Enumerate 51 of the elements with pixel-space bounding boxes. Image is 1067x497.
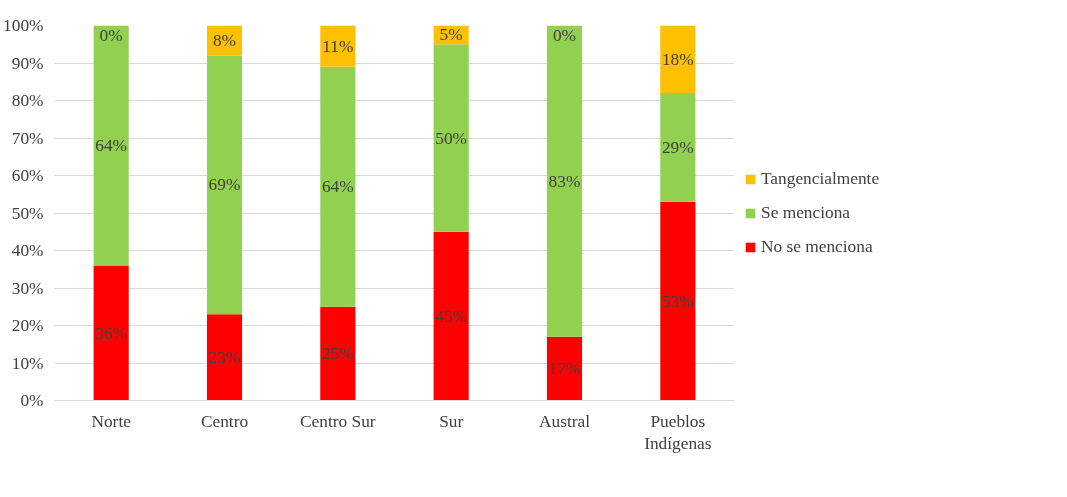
- bar: [206, 55, 243, 315]
- data-label: 69%: [208, 175, 241, 195]
- x-tick-label: Norte: [91, 411, 132, 431]
- data-label: 5%: [439, 25, 463, 45]
- y-tick-label: 30%: [11, 278, 44, 298]
- x-tick-label: Sur: [439, 411, 464, 431]
- legend-label: Tangencialmente: [761, 168, 880, 189]
- y-tick-label: 60%: [11, 166, 44, 185]
- y-tick-label: 10%: [11, 353, 44, 373]
- y-tick-label: 80%: [11, 91, 44, 110]
- x-tick-label: Austral: [538, 411, 591, 431]
- bar: [660, 25, 696, 93]
- data-label: 0%: [99, 25, 123, 45]
- y-tick-label: 20%: [11, 316, 44, 335]
- data-label: 17%: [548, 359, 581, 379]
- x-tick-label: Pueblos Indígenas: [644, 411, 712, 454]
- data-label: 83%: [548, 171, 581, 191]
- data-label: 25%: [321, 344, 354, 364]
- bar: [320, 306, 356, 401]
- data-label: 45%: [435, 306, 468, 326]
- data-label: 0%: [552, 25, 577, 45]
- y-tick-label: 90%: [11, 53, 44, 73]
- legend-label: Se menciona: [761, 202, 851, 223]
- bar: [546, 25, 583, 337]
- data-label: 64%: [95, 136, 128, 155]
- data-label: 8%: [212, 31, 237, 50]
- x-tick-label: Centro Sur: [300, 411, 376, 431]
- y-tick-label: 50%: [11, 203, 44, 223]
- data-label: 11%: [322, 36, 354, 56]
- bar: [206, 314, 243, 401]
- bar: [660, 201, 696, 401]
- bar: [93, 25, 129, 266]
- bar: [660, 93, 696, 202]
- data-label: 36%: [95, 323, 128, 343]
- legend-label: No se menciona: [761, 236, 873, 257]
- y-tick-label: 40%: [11, 241, 44, 260]
- y-tick-label: 0%: [20, 391, 44, 410]
- bar: [93, 265, 129, 401]
- bar: [433, 231, 469, 401]
- bar: [320, 66, 356, 307]
- x-tick-label: Centro: [200, 411, 249, 431]
- data-label: 23%: [208, 347, 241, 367]
- y-tick-label: 70%: [11, 128, 44, 148]
- data-label: 50%: [435, 128, 468, 148]
- data-label: 18%: [661, 49, 694, 69]
- data-label: 53%: [661, 291, 694, 311]
- y-tick-label: 100%: [3, 16, 44, 35]
- data-label: 64%: [321, 177, 354, 197]
- bar: [433, 44, 469, 232]
- data-label: 29%: [661, 137, 694, 157]
- bar: [546, 336, 583, 401]
